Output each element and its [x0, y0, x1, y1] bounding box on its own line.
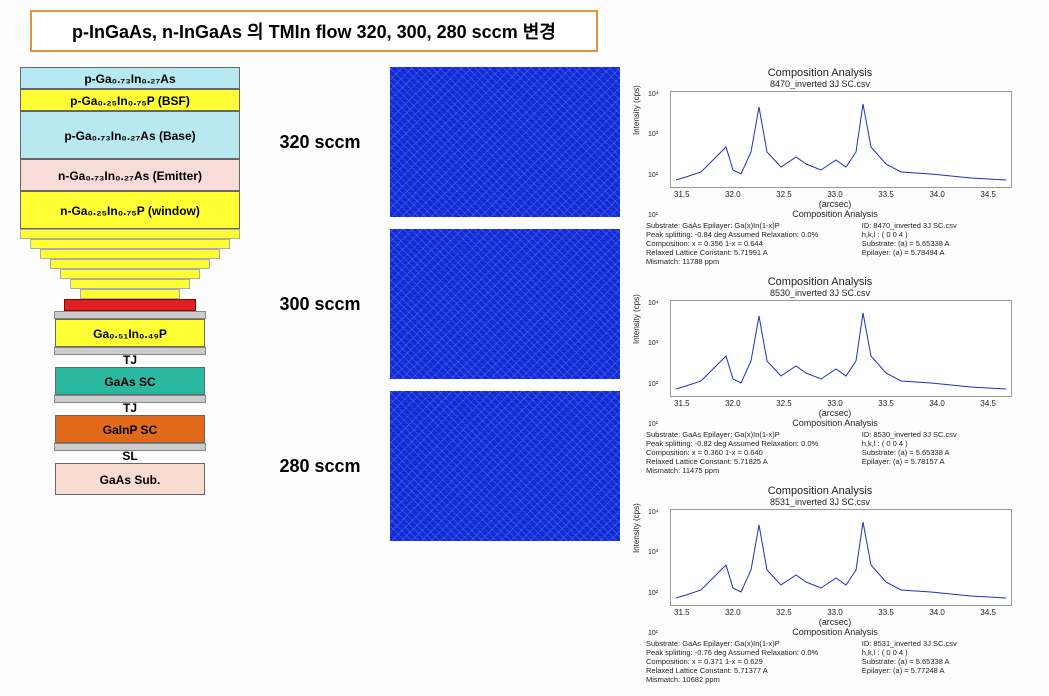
- y-axis-label: Intensity (cps): [632, 294, 641, 344]
- page-title: p-InGaAs, n-InGaAs 의 TMIn flow 320, 300,…: [72, 22, 556, 42]
- label-320: 320 sccm: [270, 132, 370, 153]
- layer-gaas-sc: GaAs SC: [55, 367, 205, 395]
- tj-label-2: TJ: [20, 401, 240, 415]
- plot-meta: Substrate: GaAs Epilayer: Ga(x)In(1-x)PP…: [640, 637, 1000, 686]
- y-axis-label: Intensity (cps): [632, 503, 641, 553]
- x-ticks: 31.532.032.533.033.534.034.5: [670, 399, 1000, 408]
- plot-title: Composition Analysis: [640, 67, 1000, 79]
- layer-n-gainp-window: n-Ga₀.₂₅In₀.₇₅P (window): [20, 191, 240, 229]
- funnel-step: [80, 289, 180, 299]
- layer-gaas-sub: GaAs Sub.: [55, 463, 205, 495]
- content-row: p-Ga₀.₇₃In₀.₂₇As p-Ga₀.₂₅In₀.₇₅P (BSF) p…: [10, 67, 1039, 686]
- funnel-step: [60, 269, 200, 279]
- x-ticks: 31.532.032.533.033.534.034.5: [670, 608, 1000, 617]
- spacer-gray: [54, 311, 206, 319]
- meta-left: Substrate: GaAs Epilayer: Ga(x)In(1-x)PP…: [646, 221, 855, 266]
- funnel-step: [30, 239, 230, 249]
- middle-column: 320 sccm 300 sccm 280 sccm: [270, 67, 620, 686]
- plot-area: [670, 300, 1012, 397]
- x-axis-label: (arcsec)Composition Analysis: [670, 617, 1000, 637]
- plot-area: [670, 509, 1012, 606]
- texture-300: [390, 229, 620, 379]
- row-320: 320 sccm: [270, 67, 620, 217]
- layer-p-gainas-base: p-Ga₀.₇₃In₀.₂₇As (Base): [20, 111, 240, 159]
- label-280: 280 sccm: [270, 456, 370, 477]
- x-axis-label: (arcsec)Composition Analysis: [670, 199, 1000, 219]
- plot-subtitle: 8531_inverted 3J SC.csv: [640, 497, 1000, 507]
- plot-meta: Substrate: GaAs Epilayer: Ga(x)In(1-x)PP…: [640, 428, 1000, 477]
- peaks-svg: [671, 301, 1011, 396]
- xrd-plot-1: Composition Analysis 8530_inverted 3J SC…: [640, 276, 1000, 477]
- plot-title: Composition Analysis: [640, 276, 1000, 288]
- funnel-step: [20, 229, 240, 239]
- layer-p-gainas: p-Ga₀.₇₃In₀.₂₇As: [20, 67, 240, 89]
- meta-right: ID: 8470_inverted 3J SC.csvh,k,l : ( 0 0…: [862, 221, 994, 266]
- texture-320: [390, 67, 620, 217]
- texture-280: [390, 391, 620, 541]
- layer-p-gainp-bsf: p-Ga₀.₂₅In₀.₇₅P (BSF): [20, 89, 240, 111]
- xrd-plot-0: Composition Analysis 8470_inverted 3J SC…: [640, 67, 1000, 268]
- meta-left: Substrate: GaAs Epilayer: Ga(x)In(1-x)PP…: [646, 639, 855, 684]
- peaks-svg: [671, 510, 1011, 605]
- x-ticks: 31.532.032.533.033.534.034.5: [670, 190, 1000, 199]
- plots-column: Composition Analysis 8470_inverted 3J SC…: [640, 67, 1000, 686]
- y-axis-label: Intensity (cps): [632, 85, 641, 135]
- plot-subtitle: 8470_inverted 3J SC.csv: [640, 79, 1000, 89]
- plot-area: [670, 91, 1012, 188]
- red-bar: [64, 299, 196, 311]
- sl-label: SL: [20, 449, 240, 463]
- funnel-step: [40, 249, 220, 259]
- funnel-layers: [20, 229, 240, 299]
- plot-title: Composition Analysis: [640, 485, 1000, 497]
- row-280: 280 sccm: [270, 391, 620, 541]
- xrd-plot-2: Composition Analysis 8531_inverted 3J SC…: [640, 485, 1000, 686]
- funnel-step: [50, 259, 210, 269]
- y-ticks: 10⁴10³10²10¹: [648, 91, 659, 219]
- meta-right: ID: 8531_inverted 3J SC.csvh,k,l : ( 0 0…: [862, 639, 994, 684]
- meta-left: Substrate: GaAs Epilayer: Ga(x)In(1-x)PP…: [646, 430, 855, 475]
- x-axis-label: (arcsec)Composition Analysis: [670, 408, 1000, 428]
- layer-gainp-sc: GaInP SC: [55, 415, 205, 443]
- row-300: 300 sccm: [270, 229, 620, 379]
- label-300: 300 sccm: [270, 294, 370, 315]
- title-box: p-InGaAs, n-InGaAs 의 TMIn flow 320, 300,…: [30, 10, 598, 52]
- plot-meta: Substrate: GaAs Epilayer: Ga(x)In(1-x)PP…: [640, 219, 1000, 268]
- plot-subtitle: 8530_inverted 3J SC.csv: [640, 288, 1000, 298]
- meta-right: ID: 8530_inverted 3J SC.csvh,k,l : ( 0 0…: [862, 430, 994, 475]
- tj-label-1: TJ: [20, 353, 240, 367]
- peaks-svg: [671, 92, 1011, 187]
- layer-stack: p-Ga₀.₇₃In₀.₂₇As p-Ga₀.₂₅In₀.₇₅P (BSF) p…: [10, 67, 250, 686]
- y-ticks: 10⁴10³10²10¹: [648, 509, 659, 637]
- funnel-step: [70, 279, 190, 289]
- layer-n-gainas-emitter: n-Ga₀.₇₃In₀.₂₇As (Emitter): [20, 159, 240, 191]
- layer-gainp: Ga₀.₅₁In₀.₄₉P: [55, 319, 205, 347]
- y-ticks: 10⁴10³10²10¹: [648, 300, 659, 428]
